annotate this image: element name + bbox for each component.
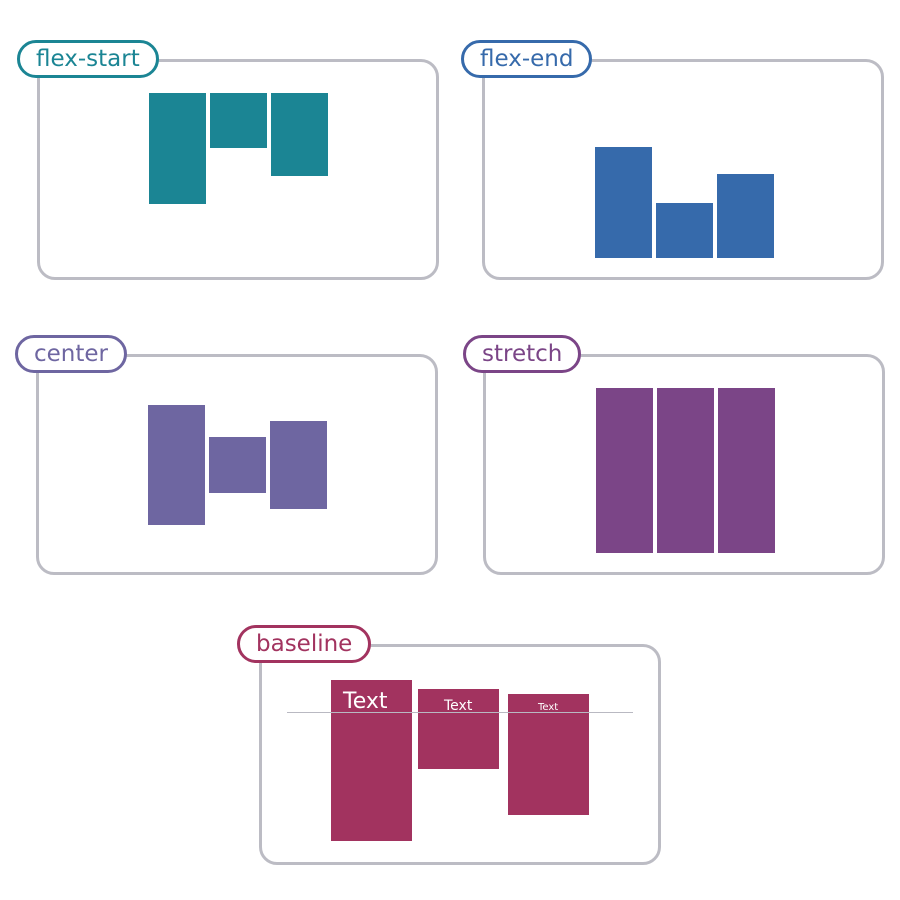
flex-end-item-3 <box>717 174 774 258</box>
stretch-item-1 <box>596 388 653 553</box>
baseline-item-3-text: Text <box>538 702 559 713</box>
baseline-item-1 <box>331 680 412 841</box>
center-item-2 <box>209 437 266 493</box>
label-flex-end: flex-end <box>461 40 593 78</box>
baseline-item-2-text: Text <box>444 698 473 714</box>
center-item-1 <box>148 405 205 525</box>
stretch-item-3 <box>718 388 775 553</box>
label-flex-start: flex-start <box>17 40 159 78</box>
center-item-3 <box>270 421 327 509</box>
flex-start-item-3 <box>271 93 328 176</box>
label-stretch: stretch <box>463 335 582 373</box>
flex-end-item-2 <box>656 203 713 258</box>
baseline-item-3 <box>508 694 589 815</box>
baseline-item-1-text: Text <box>343 689 388 714</box>
stretch-item-2 <box>657 388 714 553</box>
baseline-item-2 <box>418 689 499 769</box>
flex-start-item-2 <box>210 93 267 148</box>
baseline-guide-line <box>287 712 633 713</box>
flex-end-item-1 <box>595 147 652 258</box>
flex-start-item-1 <box>149 93 206 204</box>
label-baseline: baseline <box>237 625 372 663</box>
label-center: center <box>15 335 127 373</box>
